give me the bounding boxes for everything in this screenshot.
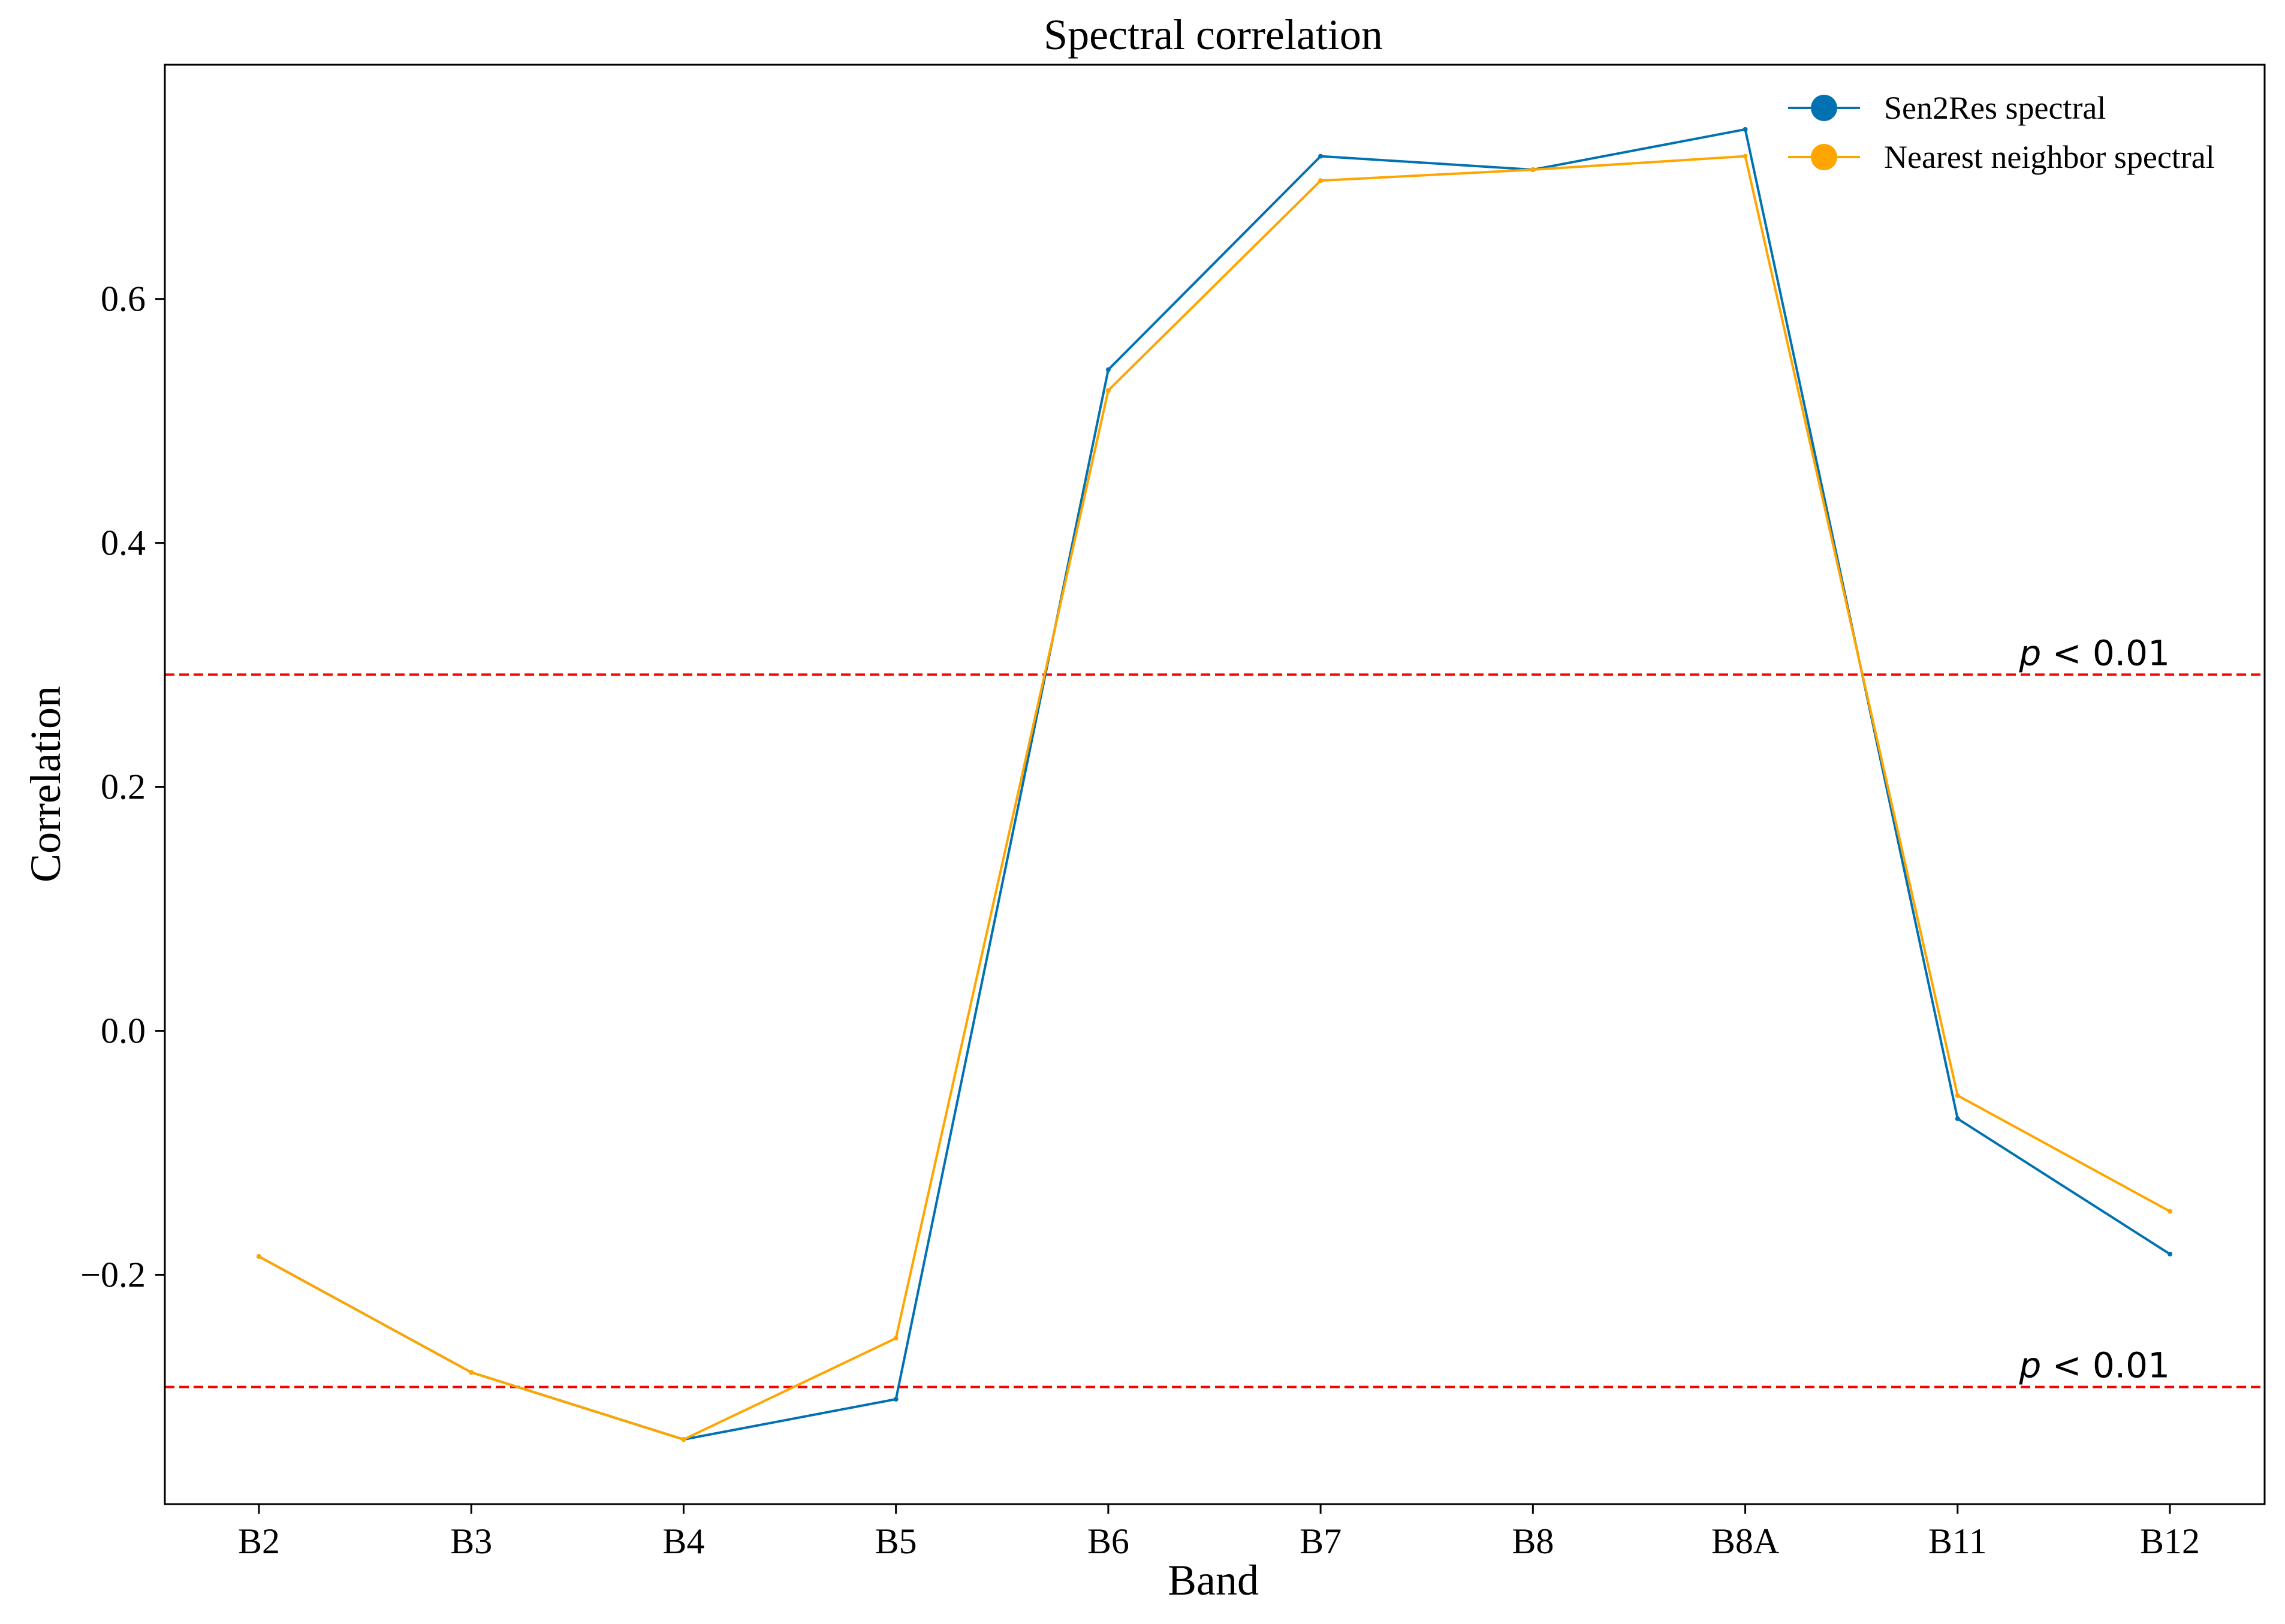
- legend: Sen2Res spectral Nearest neighbor spectra…: [1788, 90, 2215, 175]
- data-point: [257, 1254, 261, 1259]
- x-axis-label: Band: [1168, 1556, 1259, 1604]
- data-point: [1318, 153, 1324, 159]
- series-lines: [257, 126, 2172, 1442]
- x-tick-label: B8A: [1711, 1521, 1779, 1561]
- data-point: [681, 1437, 686, 1442]
- data-point: [2168, 1209, 2172, 1214]
- x-tick-label: B6: [1087, 1521, 1129, 1561]
- data-point: [893, 1397, 899, 1402]
- y-axis-label: Correlation: [22, 686, 70, 882]
- significance-label-2: p < 0.01: [2019, 1345, 2170, 1386]
- data-point: [1743, 153, 1748, 159]
- significance-label-1: p < 0.01: [2019, 632, 2170, 673]
- x-tick-label: B2: [238, 1521, 280, 1561]
- y-tick-label: 0.4: [101, 523, 146, 563]
- x-tick-label: B11: [1928, 1521, 1987, 1561]
- data-point: [1530, 167, 1536, 172]
- x-tick-label: B8: [1512, 1521, 1554, 1561]
- data-point: [1105, 367, 1111, 372]
- data-point: [1105, 388, 1111, 393]
- data-point: [1955, 1116, 1960, 1122]
- data-point: [1743, 126, 1748, 132]
- data-point: [1955, 1093, 1960, 1098]
- reference-lines: p < 0.01 p < 0.01: [165, 632, 2265, 1388]
- legend-label-2: Nearest neighbor spectral: [1884, 139, 2215, 175]
- x-tick-label: B5: [875, 1521, 917, 1561]
- x-tick-label: B12: [2140, 1521, 2200, 1561]
- legend-marker-1: [1811, 95, 1837, 121]
- y-axis: −0.2 0.0 0.2 0.4 0.6: [80, 279, 165, 1294]
- x-tick-label: B7: [1300, 1521, 1342, 1561]
- data-point: [893, 1336, 899, 1341]
- data-point: [1318, 178, 1324, 183]
- plot-frame: [164, 64, 2266, 1505]
- chart-title: Spectral correlation: [1044, 11, 1383, 59]
- y-tick-label: 0.0: [101, 1011, 146, 1051]
- series-line-2: [258, 155, 2171, 1441]
- x-axis: B2 B3 B4 B5 B6 B7 B8 B8A B11 B12: [238, 1504, 2200, 1561]
- x-tick-label: B3: [450, 1521, 492, 1561]
- x-tick-label: B4: [662, 1521, 704, 1561]
- data-point: [2168, 1251, 2172, 1257]
- y-tick-label: 0.2: [101, 767, 146, 807]
- legend-label-1: Sen2Res spectral: [1884, 90, 2106, 126]
- data-point: [469, 1370, 474, 1375]
- y-tick-label: −0.2: [80, 1255, 146, 1294]
- legend-marker-2: [1811, 144, 1837, 170]
- y-tick-label: 0.6: [101, 279, 146, 319]
